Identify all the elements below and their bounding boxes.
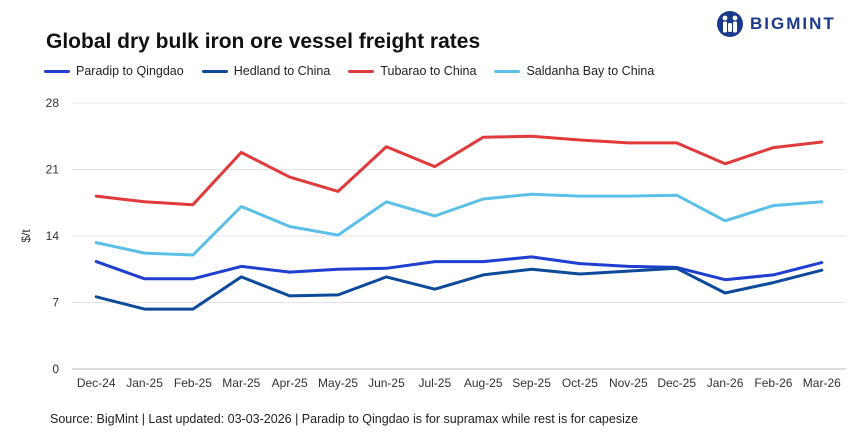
y-tick-label: 28 [46, 96, 60, 110]
x-tick-label: Jan-25 [126, 376, 163, 390]
x-tick-label: Aug-25 [464, 376, 503, 390]
legend-swatch [494, 69, 521, 73]
y-tick-label: 21 [46, 163, 60, 177]
x-axis-ticks: Dec-24 Jan-25 Feb-25 Mar-25 Apr-25 May-25 Jun-… [77, 376, 841, 390]
x-tick-label: Sep-25 [512, 376, 551, 390]
x-tick-label: Apr-25 [272, 376, 308, 390]
legend-item: Tubarao to China [348, 64, 476, 78]
source-note: Source: BigMint | Last updated: 03-03-20… [50, 412, 639, 426]
series-line-hedland-to-china [94, 266, 824, 311]
x-tick-label: Feb-26 [754, 376, 792, 390]
x-tick-label: Mar-26 [803, 376, 841, 390]
legend-item: Saldanha Bay to China [494, 64, 654, 78]
x-tick-label: Dec-25 [657, 376, 696, 390]
x-tick-label: Mar-25 [222, 376, 260, 390]
bigmint-logo-icon [717, 11, 743, 37]
brand-name: BIGMINT [750, 14, 836, 33]
x-tick-label: Jul-25 [418, 376, 451, 390]
legend-label: Hedland to China [233, 64, 331, 78]
y-tick-label: 14 [46, 229, 60, 243]
chart-legend: Paradip to Qingdao Hedland to China Tuba… [44, 64, 672, 78]
legend-item: Hedland to China [201, 64, 331, 78]
x-tick-label: Oct-25 [562, 376, 598, 390]
legend-label: Tubarao to China [380, 64, 477, 78]
x-tick-label: Jan-26 [707, 376, 744, 390]
series-line-paradip-to-qingdao [94, 255, 824, 282]
y-axis-ticks: 0 7 14 21 28 [46, 96, 60, 376]
x-tick-label: Feb-25 [174, 376, 212, 390]
y-axis-label: $/t [19, 229, 33, 243]
legend-swatch [44, 69, 70, 73]
brand-logo: BIGMINT [716, 10, 836, 38]
legend-swatch [348, 69, 375, 73]
series-line-saldanha-bay-to-china [94, 192, 824, 257]
x-tick-label: Jun-25 [368, 376, 405, 390]
chart-title: Global dry bulk iron ore vessel freight … [46, 30, 481, 53]
grid-lines [72, 102, 846, 370]
legend-swatch [201, 69, 228, 73]
x-tick-label: Nov-25 [609, 376, 648, 390]
y-tick-label: 7 [52, 296, 59, 310]
legend-label: Paradip to Qingdao [76, 64, 184, 78]
y-tick-label: 0 [52, 362, 59, 376]
legend-label: Saldanha Bay to China [526, 64, 655, 78]
series-lines [94, 134, 824, 311]
x-tick-label: May-25 [318, 376, 358, 390]
series-line-tubarao-to-china [94, 134, 824, 207]
x-tick-label: Dec-24 [77, 376, 116, 390]
legend-item: Paradip to Qingdao [44, 64, 184, 78]
